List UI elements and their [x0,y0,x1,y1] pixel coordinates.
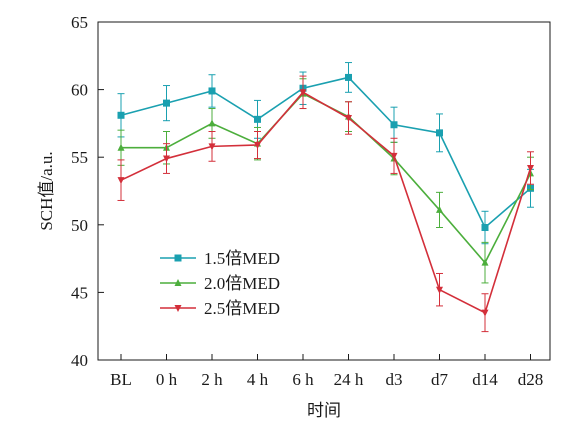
series-3-point [527,165,534,173]
plot-layer: 40 45 50 55 60 65 BL 0 h 2 h 4 h 6 h 24 h d3 d7 d14 d28 [71,13,543,389]
legend-marker-1 [174,254,182,262]
series-3-point [117,177,125,185]
series-3-point [163,155,170,163]
y-tick-label: 65 [71,13,88,32]
series-2-line [121,92,532,265]
legend-label-2: 2.0倍MED [204,274,280,293]
legend-marker-3 [174,305,182,312]
x-tick-label: 2 h [201,370,223,389]
legend-marker-2 [174,279,182,286]
x-tick-label: 6 h [292,370,314,389]
x-tick-label: 4 h [247,370,269,389]
x-tick-label: d28 [518,370,544,389]
series-2-point [436,205,443,213]
series-1-point [254,115,261,123]
x-tick-label: 0 h [156,370,178,389]
series-1-point [208,87,216,95]
x-tick-label: BL [110,370,132,389]
y-tick-label: 55 [71,148,88,167]
series-1-point [481,224,489,232]
series-2-point [481,258,489,266]
series-1-point [436,129,443,137]
series-1-point [117,111,125,119]
series-3-point [345,114,352,122]
y-tick-label: 45 [71,283,88,302]
x-axis-title: 时间 [307,401,341,420]
series-3-point [436,286,443,294]
series-3-point [254,142,261,150]
legend: 1.5倍MED 2.0倍MED 2.5倍MED [160,249,280,318]
series-3-point [299,89,307,97]
series-1-point [390,121,398,129]
x-tick-label: d14 [472,370,498,389]
x-tick-label: 24 h [334,370,364,389]
y-axis-title: SCH值/a.u. [37,151,56,230]
series-1-point [345,73,352,81]
series-3-line [120,91,532,314]
legend-label-3: 2.5倍MED [204,299,280,318]
series-1-line [120,76,532,229]
plot-frame [97,21,551,361]
series-3-point [390,152,398,160]
series-2-point [208,119,216,127]
x-tick-label: d3 [386,370,403,389]
series-1-point [163,99,170,107]
x-tick-label: d7 [431,370,449,389]
series-3-point [208,143,216,151]
y-tick-label: 60 [71,81,88,100]
series-3-point [481,309,489,317]
series-2-point [117,143,125,151]
legend-label-1: 1.5倍MED [204,249,280,268]
y-tick-label: 50 [71,216,88,235]
y-tick-label: 40 [71,351,88,370]
